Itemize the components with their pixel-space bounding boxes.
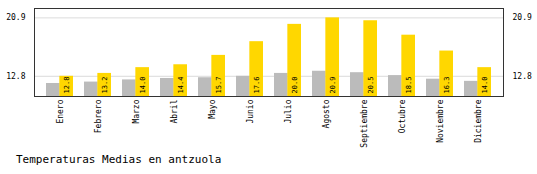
svg-text:15.7: 15.7 xyxy=(215,77,223,94)
svg-text:Agosto: Agosto xyxy=(322,99,331,128)
svg-text:20.9: 20.9 xyxy=(513,13,532,22)
svg-text:18.5: 18.5 xyxy=(405,77,413,94)
svg-text:20.9: 20.9 xyxy=(6,13,25,22)
svg-text:Noviembre: Noviembre xyxy=(436,99,445,143)
svg-text:Junio: Junio xyxy=(246,99,255,123)
svg-text:Enero: Enero xyxy=(56,99,65,123)
svg-text:20.0: 20.0 xyxy=(291,77,299,94)
svg-text:14.0: 14.0 xyxy=(139,77,147,94)
svg-text:Mayo: Mayo xyxy=(208,99,217,118)
svg-text:20.5: 20.5 xyxy=(367,77,375,94)
svg-text:Diciembre: Diciembre xyxy=(474,99,483,143)
svg-text:Marzo: Marzo xyxy=(132,99,141,123)
svg-text:Octubre: Octubre xyxy=(398,99,407,133)
svg-text:13.2: 13.2 xyxy=(101,77,109,94)
svg-text:Julio: Julio xyxy=(284,99,293,123)
svg-text:Abril: Abril xyxy=(170,99,179,123)
svg-text:16.3: 16.3 xyxy=(443,77,451,94)
svg-text:14.4: 14.4 xyxy=(177,77,185,94)
svg-text:17.6: 17.6 xyxy=(253,77,261,94)
html-text:Temperaturas Medias en antzuol: Temperaturas Medias en antzuola xyxy=(16,153,222,166)
svg-text:14.0: 14.0 xyxy=(481,77,489,94)
svg-text:12.8: 12.8 xyxy=(6,72,25,81)
svg-text:Febrero: Febrero xyxy=(94,99,103,133)
svg-text:Septiembre: Septiembre xyxy=(360,99,369,147)
svg-text:20.9: 20.9 xyxy=(329,77,337,94)
svg-text:12.8: 12.8 xyxy=(513,72,532,81)
svg-text:12.8: 12.8 xyxy=(63,77,71,94)
